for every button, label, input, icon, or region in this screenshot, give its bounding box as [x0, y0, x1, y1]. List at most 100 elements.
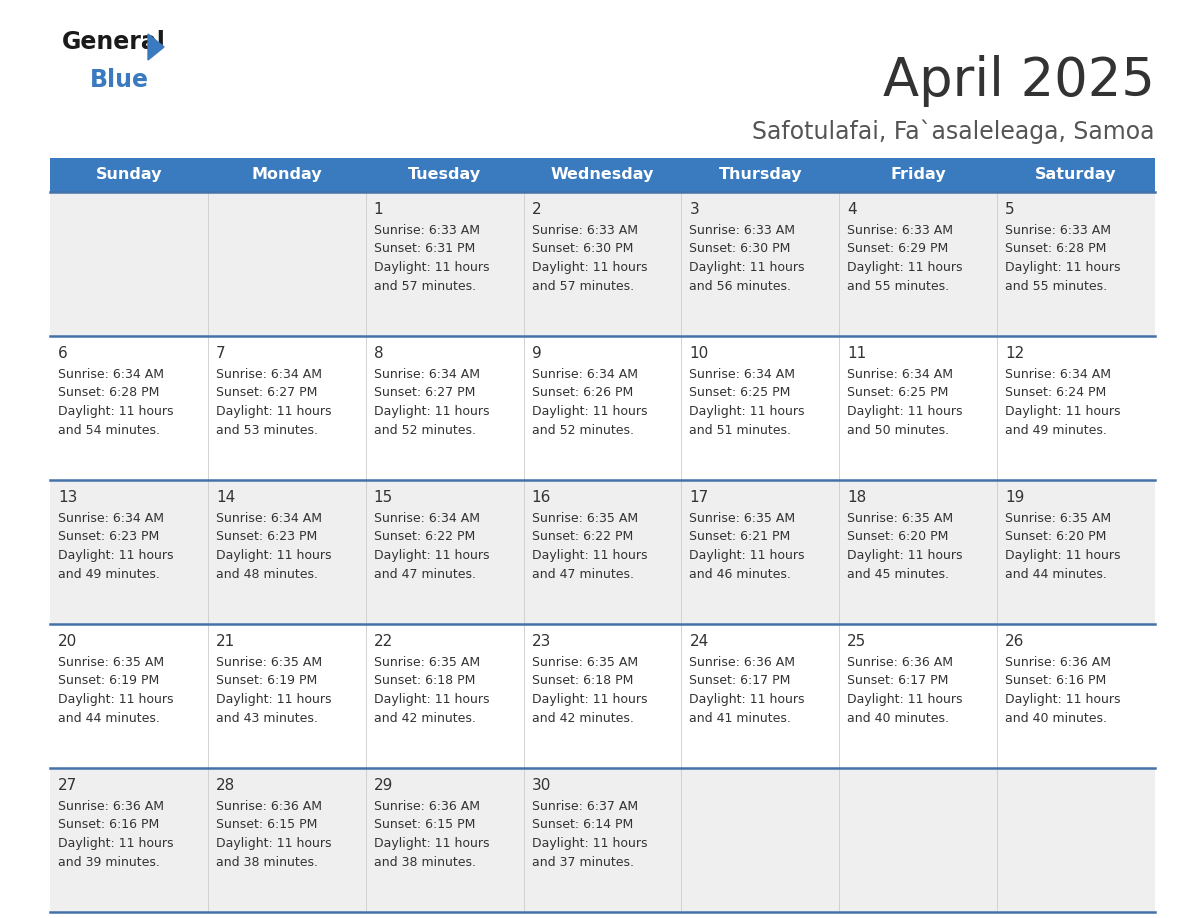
Text: 30: 30 — [531, 778, 551, 793]
Text: 15: 15 — [374, 490, 393, 505]
Text: 3: 3 — [689, 202, 700, 217]
Text: General: General — [62, 30, 166, 54]
Text: Sunrise: 6:35 AM: Sunrise: 6:35 AM — [58, 656, 164, 669]
Text: Daylight: 11 hours: Daylight: 11 hours — [58, 837, 173, 850]
Text: 12: 12 — [1005, 346, 1024, 361]
Text: and 41 minutes.: and 41 minutes. — [689, 711, 791, 724]
Text: Daylight: 11 hours: Daylight: 11 hours — [216, 837, 331, 850]
Text: Daylight: 11 hours: Daylight: 11 hours — [689, 405, 805, 418]
Text: Sunset: 6:21 PM: Sunset: 6:21 PM — [689, 531, 791, 543]
Text: and 56 minutes.: and 56 minutes. — [689, 279, 791, 293]
Text: Sunset: 6:27 PM: Sunset: 6:27 PM — [374, 386, 475, 399]
Text: 7: 7 — [216, 346, 226, 361]
Text: Sunset: 6:25 PM: Sunset: 6:25 PM — [689, 386, 791, 399]
Text: Daylight: 11 hours: Daylight: 11 hours — [531, 693, 647, 706]
Text: and 54 minutes.: and 54 minutes. — [58, 423, 160, 436]
Text: Daylight: 11 hours: Daylight: 11 hours — [374, 261, 489, 274]
Text: Thursday: Thursday — [719, 167, 802, 183]
Text: Sunset: 6:22 PM: Sunset: 6:22 PM — [531, 531, 633, 543]
Text: Daylight: 11 hours: Daylight: 11 hours — [847, 693, 962, 706]
Text: 11: 11 — [847, 346, 866, 361]
Text: 2: 2 — [531, 202, 542, 217]
Text: 23: 23 — [531, 634, 551, 649]
Text: Daylight: 11 hours: Daylight: 11 hours — [216, 549, 331, 562]
Text: and 44 minutes.: and 44 minutes. — [1005, 567, 1107, 580]
Text: 4: 4 — [847, 202, 857, 217]
Text: Sunrise: 6:34 AM: Sunrise: 6:34 AM — [216, 368, 322, 381]
Text: Sunrise: 6:36 AM: Sunrise: 6:36 AM — [374, 800, 480, 813]
Text: Daylight: 11 hours: Daylight: 11 hours — [1005, 261, 1120, 274]
Text: Friday: Friday — [890, 167, 946, 183]
Text: Sunset: 6:19 PM: Sunset: 6:19 PM — [58, 675, 159, 688]
Text: 1: 1 — [374, 202, 384, 217]
Text: Sunset: 6:17 PM: Sunset: 6:17 PM — [847, 675, 949, 688]
Text: Sunrise: 6:34 AM: Sunrise: 6:34 AM — [58, 368, 164, 381]
Text: and 51 minutes.: and 51 minutes. — [689, 423, 791, 436]
Text: Sunset: 6:28 PM: Sunset: 6:28 PM — [58, 386, 159, 399]
Text: Daylight: 11 hours: Daylight: 11 hours — [531, 837, 647, 850]
Text: and 49 minutes.: and 49 minutes. — [1005, 423, 1107, 436]
Text: Daylight: 11 hours: Daylight: 11 hours — [531, 405, 647, 418]
Text: Sunset: 6:20 PM: Sunset: 6:20 PM — [847, 531, 949, 543]
Text: Sunset: 6:28 PM: Sunset: 6:28 PM — [1005, 242, 1106, 255]
Text: Sunrise: 6:34 AM: Sunrise: 6:34 AM — [58, 512, 164, 525]
Text: Sunset: 6:24 PM: Sunset: 6:24 PM — [1005, 386, 1106, 399]
Text: and 53 minutes.: and 53 minutes. — [216, 423, 318, 436]
Text: Sunrise: 6:36 AM: Sunrise: 6:36 AM — [1005, 656, 1111, 669]
Text: 19: 19 — [1005, 490, 1024, 505]
Text: Sunset: 6:30 PM: Sunset: 6:30 PM — [689, 242, 791, 255]
Text: Daylight: 11 hours: Daylight: 11 hours — [531, 549, 647, 562]
Text: 8: 8 — [374, 346, 384, 361]
Text: 25: 25 — [847, 634, 866, 649]
Text: Sunset: 6:15 PM: Sunset: 6:15 PM — [216, 819, 317, 832]
Text: and 42 minutes.: and 42 minutes. — [374, 711, 475, 724]
Text: 27: 27 — [58, 778, 77, 793]
Text: Sunday: Sunday — [96, 167, 163, 183]
Text: Daylight: 11 hours: Daylight: 11 hours — [58, 405, 173, 418]
Text: Daylight: 11 hours: Daylight: 11 hours — [689, 693, 805, 706]
Text: Sunrise: 6:35 AM: Sunrise: 6:35 AM — [216, 656, 322, 669]
Text: Sunset: 6:26 PM: Sunset: 6:26 PM — [531, 386, 633, 399]
Text: Daylight: 11 hours: Daylight: 11 hours — [531, 261, 647, 274]
Text: Daylight: 11 hours: Daylight: 11 hours — [847, 261, 962, 274]
Text: Sunrise: 6:35 AM: Sunrise: 6:35 AM — [531, 512, 638, 525]
Text: Sunrise: 6:33 AM: Sunrise: 6:33 AM — [374, 224, 480, 237]
Text: 5: 5 — [1005, 202, 1015, 217]
Text: and 44 minutes.: and 44 minutes. — [58, 711, 160, 724]
Text: 26: 26 — [1005, 634, 1024, 649]
Text: Daylight: 11 hours: Daylight: 11 hours — [374, 693, 489, 706]
Text: Sunrise: 6:35 AM: Sunrise: 6:35 AM — [847, 512, 954, 525]
Text: Sunset: 6:19 PM: Sunset: 6:19 PM — [216, 675, 317, 688]
Text: Sunrise: 6:35 AM: Sunrise: 6:35 AM — [531, 656, 638, 669]
Text: Monday: Monday — [252, 167, 322, 183]
Text: Sunrise: 6:34 AM: Sunrise: 6:34 AM — [216, 512, 322, 525]
Text: Safotulafai, Fa`asaleleaga, Samoa: Safotulafai, Fa`asaleleaga, Samoa — [752, 120, 1155, 144]
Text: 22: 22 — [374, 634, 393, 649]
Text: and 55 minutes.: and 55 minutes. — [1005, 279, 1107, 293]
Text: Daylight: 11 hours: Daylight: 11 hours — [374, 837, 489, 850]
Text: Daylight: 11 hours: Daylight: 11 hours — [1005, 693, 1120, 706]
Text: 10: 10 — [689, 346, 709, 361]
Text: Daylight: 11 hours: Daylight: 11 hours — [374, 549, 489, 562]
Text: Daylight: 11 hours: Daylight: 11 hours — [1005, 405, 1120, 418]
Text: and 37 minutes.: and 37 minutes. — [531, 856, 633, 868]
Text: Sunrise: 6:37 AM: Sunrise: 6:37 AM — [531, 800, 638, 813]
Text: Sunset: 6:15 PM: Sunset: 6:15 PM — [374, 819, 475, 832]
Bar — [50, 480, 1155, 624]
Text: 20: 20 — [58, 634, 77, 649]
Text: and 38 minutes.: and 38 minutes. — [374, 856, 475, 868]
Text: Sunset: 6:14 PM: Sunset: 6:14 PM — [531, 819, 633, 832]
Text: Sunrise: 6:35 AM: Sunrise: 6:35 AM — [374, 656, 480, 669]
Bar — [50, 192, 1155, 336]
Text: and 52 minutes.: and 52 minutes. — [374, 423, 475, 436]
Text: Sunrise: 6:35 AM: Sunrise: 6:35 AM — [689, 512, 796, 525]
Text: and 40 minutes.: and 40 minutes. — [847, 711, 949, 724]
Text: 17: 17 — [689, 490, 709, 505]
Text: Daylight: 11 hours: Daylight: 11 hours — [58, 549, 173, 562]
Text: and 52 minutes.: and 52 minutes. — [531, 423, 633, 436]
Text: and 45 minutes.: and 45 minutes. — [847, 567, 949, 580]
Text: Blue: Blue — [90, 68, 148, 92]
Text: Daylight: 11 hours: Daylight: 11 hours — [689, 549, 805, 562]
Text: Daylight: 11 hours: Daylight: 11 hours — [847, 405, 962, 418]
Text: Sunrise: 6:36 AM: Sunrise: 6:36 AM — [58, 800, 164, 813]
